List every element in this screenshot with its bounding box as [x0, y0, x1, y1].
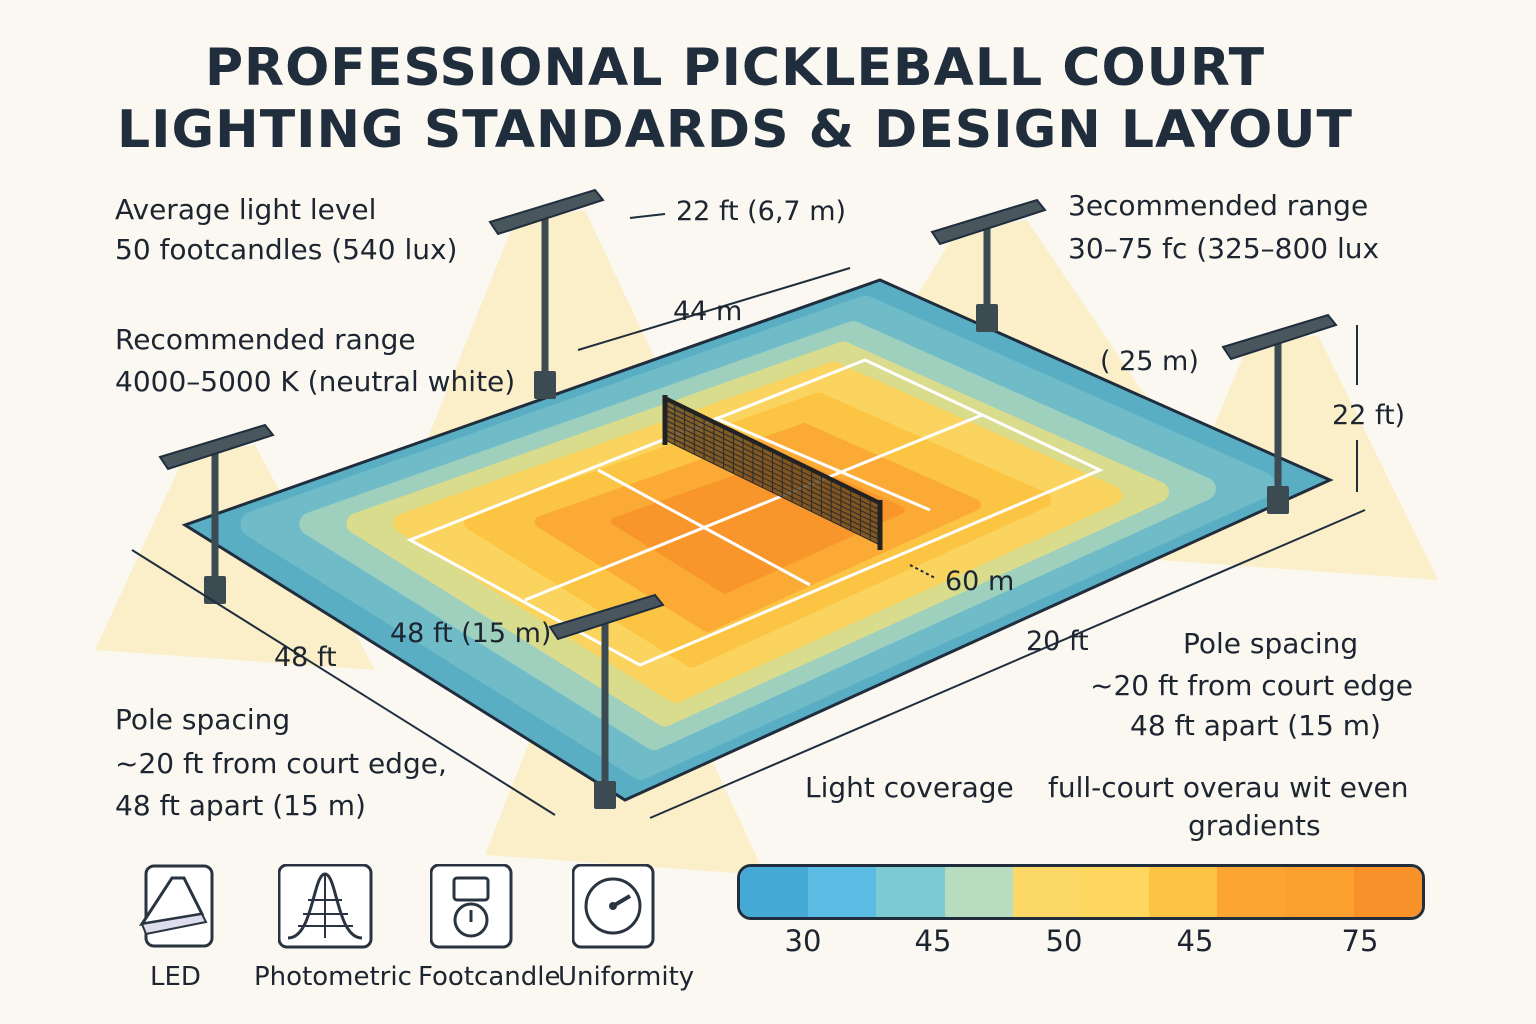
- coverage-heading: Light coverage: [805, 771, 1014, 804]
- pole-spacing-right-line2: 48 ft apart (15 m): [1130, 709, 1381, 742]
- scale-segment: [1217, 867, 1286, 917]
- footcandle-meter-icon: [429, 863, 514, 954]
- coverage-line2: gradients: [1188, 809, 1321, 842]
- illuminance-color-scale: [737, 864, 1425, 920]
- avg-light-value: 50 footcandles (540 lux): [115, 233, 458, 266]
- scale-segment: [1353, 867, 1422, 917]
- icon-label-footcandle: Footcandle: [418, 962, 561, 992]
- scale-segment: [1285, 867, 1354, 917]
- pole-spacing-left-line1: ~20 ft from court edge,: [115, 747, 447, 780]
- scale-tick-45a: 45: [914, 924, 952, 958]
- led-fixture-icon: [132, 864, 216, 954]
- color-temp-value: 4000–5000 K (neutral white): [115, 365, 516, 398]
- icon-label-photometric: Photometric: [254, 962, 412, 992]
- lamp-head: [930, 198, 1047, 246]
- color-temp-heading: Recommended range: [115, 323, 416, 356]
- icon-label-uniformity: Uniformity: [558, 962, 695, 992]
- light-pole: [158, 423, 275, 604]
- lamp-head: [1221, 313, 1338, 361]
- scale-segment: [1012, 867, 1082, 917]
- light-pole: [548, 593, 665, 809]
- pole-spacing-right-line1: ~20 ft from court edge: [1090, 669, 1413, 702]
- light-pole: [488, 188, 605, 399]
- scale-segment: [1081, 867, 1150, 917]
- lamp-head: [488, 188, 605, 236]
- dim-60m: 60 m: [945, 566, 1015, 597]
- range-value: 30–75 fc (325–800 lux: [1068, 232, 1380, 265]
- light-poles: [158, 188, 1338, 809]
- light-pole: [1221, 313, 1338, 514]
- pole-spacing-left-line2: 48 ft apart (15 m): [115, 789, 366, 822]
- pole-spacing-left-heading: Pole spacing: [115, 703, 291, 736]
- range-heading: 3ecommended range: [1068, 189, 1369, 222]
- dimension-lines: [131, 213, 1366, 819]
- lamp-head: [548, 593, 665, 641]
- scale-segment: [808, 867, 877, 917]
- dim-48ft-15m: 48 ft (15 m): [390, 618, 552, 649]
- scale-tick-75: 75: [1341, 924, 1379, 958]
- pole-spacing-right-heading: Pole spacing: [1183, 627, 1359, 660]
- dim-pole-height-right: 22 ft): [1332, 400, 1406, 431]
- title-line-2: LIGHTING STANDARDS & DESIGN LAYOUT: [117, 100, 1353, 160]
- title-line-1: PROFESSIONAL PICKLEBALL COURT: [204, 38, 1266, 98]
- uniformity-gauge-icon: [571, 863, 656, 954]
- icon-label-led: LED: [150, 962, 201, 992]
- court-outline: [181, 278, 1334, 802]
- dim-25m: ( 25 m): [1100, 346, 1199, 377]
- lamp-head: [158, 423, 275, 471]
- centerline-left: [524, 413, 983, 602]
- scale-tick-30: 30: [784, 924, 822, 958]
- scale-segment: [1149, 867, 1218, 917]
- scale-tick-45b: 45: [1176, 924, 1214, 958]
- dim-width-44m: 44 m: [673, 296, 743, 327]
- scale-tick-50: 50: [1045, 924, 1083, 958]
- dim-20ft: 20 ft: [1026, 626, 1089, 657]
- coverage-line1: full-court overau wit even: [1048, 771, 1409, 804]
- dim-48ft: 48 ft: [274, 642, 337, 673]
- scale-segment: [740, 867, 809, 917]
- photometric-icon: [277, 863, 374, 954]
- avg-light-heading: Average light level: [115, 193, 377, 226]
- scale-segment: [876, 867, 945, 917]
- dim-pole-height-top: 22 ft (6,7 m): [676, 196, 847, 227]
- light-pole: [930, 198, 1047, 332]
- net: [662, 395, 883, 550]
- kitchen-line-a: [597, 468, 811, 587]
- scale-segment: [944, 867, 1013, 917]
- kitchen-line-b: [714, 416, 931, 512]
